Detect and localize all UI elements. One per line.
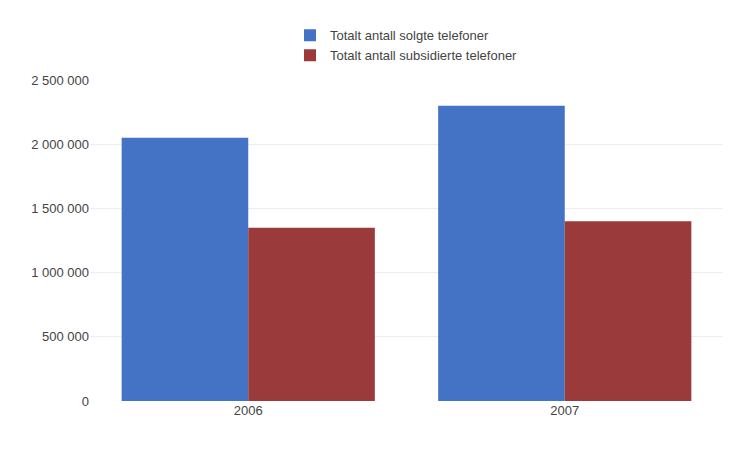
- svg-text:2 000 000: 2 000 000: [31, 137, 89, 152]
- svg-text:2 500 000: 2 500 000: [31, 73, 89, 88]
- svg-text:1 500 000: 1 500 000: [31, 201, 89, 216]
- svg-text:1 000 000: 1 000 000: [31, 265, 89, 280]
- svg-text:Totalt antall subsidierte tele: Totalt antall subsidierte telefoner: [330, 48, 517, 63]
- svg-text:2007: 2007: [550, 403, 579, 418]
- svg-text:0: 0: [82, 394, 89, 409]
- svg-text:Totalt antall solgte telefoner: Totalt antall solgte telefoner: [330, 28, 489, 43]
- svg-text:2006: 2006: [234, 403, 263, 418]
- svg-text:500 000: 500 000: [42, 329, 89, 344]
